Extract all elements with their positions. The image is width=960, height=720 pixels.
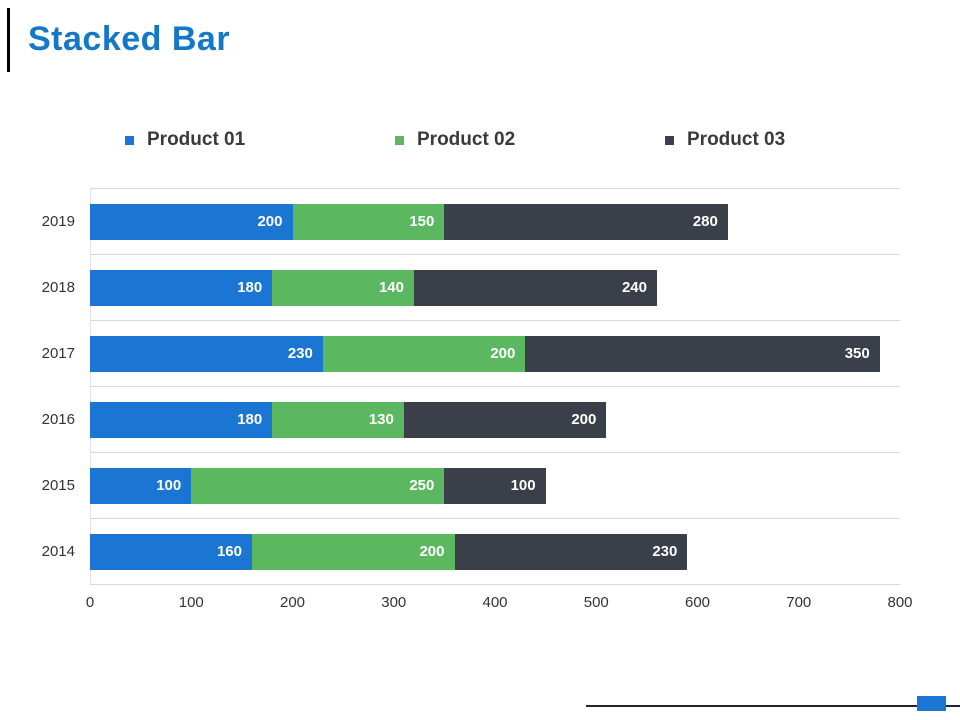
category-label: 2018: [41, 278, 75, 296]
bar-value-label: 200: [419, 543, 445, 560]
stacked-bar: 230 200 350: [90, 335, 880, 372]
stacked-bar: 200 150 280: [90, 203, 728, 240]
title-accent-bar: [7, 8, 10, 72]
bar-value-label: 200: [257, 213, 283, 230]
bar-segment-product-01: 200: [90, 203, 293, 240]
bar-segment-product-01: 100: [90, 467, 192, 504]
legend-marker-icon: [125, 135, 134, 145]
bar-segment-product-03: 280: [444, 203, 728, 240]
stacked-bar: 180 140 240: [90, 269, 657, 306]
bar-value-label: 250: [409, 477, 435, 494]
category-label: 2015: [41, 476, 75, 494]
stacked-bar: 160 200 230: [90, 533, 688, 570]
chart-row: 2018 180 140 240: [0, 254, 900, 320]
legend-label: Product 03: [687, 129, 786, 150]
bar-value-label: 230: [652, 543, 678, 560]
legend-marker-icon: [665, 135, 674, 145]
row-plot: 100 250 100: [90, 452, 900, 518]
bar-value-label: 130: [368, 411, 394, 428]
bar-segment-product-02: 200: [322, 335, 526, 372]
footer-line: [586, 705, 960, 707]
legend-item: Product 02: [360, 126, 630, 154]
bar-segment-product-02: 150: [292, 203, 445, 240]
bar-value-label: 150: [409, 213, 435, 230]
bar-segment-product-03: 230: [454, 533, 688, 570]
bar-value-label: 180: [237, 411, 263, 428]
bar-segment-product-03: 100: [444, 467, 546, 504]
bar-value-label: 180: [237, 279, 263, 296]
bar-segment-product-03: 350: [525, 335, 880, 372]
chart-row: 2019 200 150 280: [0, 188, 900, 254]
legend-label: Product 01: [147, 129, 246, 150]
axis-tick-label: 800: [887, 594, 913, 611]
legend-item: Product 03: [630, 126, 900, 154]
footer-accent-square: [917, 696, 946, 711]
bar-value-label: 240: [621, 279, 647, 296]
bar-value-label: 350: [844, 345, 870, 362]
stacked-bar: 100 250 100: [90, 467, 546, 504]
axis-tick-label: 600: [684, 594, 711, 611]
chart-row: 2016 180 130 200: [0, 386, 900, 452]
row-plot: 180 140 240: [90, 254, 900, 320]
axis-tick-label: 0: [85, 594, 95, 611]
category-label: 2016: [41, 410, 75, 428]
bar-value-label: 100: [156, 477, 182, 494]
bar-value-label: 100: [510, 477, 536, 494]
bar-segment-product-01: 180: [90, 401, 273, 438]
page-title: Stacked Bar: [28, 20, 231, 58]
axis-tick-label: 500: [583, 594, 609, 611]
bar-segment-product-02: 250: [191, 467, 445, 504]
bar-segment-product-01: 180: [90, 269, 273, 306]
bar-value-label: 160: [216, 543, 242, 560]
bar-value-label: 140: [378, 279, 404, 296]
legend-marker-icon: [395, 135, 404, 145]
row-plot: 180 130 200: [90, 386, 900, 452]
legend-label: Product 02: [417, 129, 516, 150]
bar-segment-product-01: 160: [90, 533, 252, 570]
bar-segment-product-01: 230: [90, 335, 323, 372]
bar-value-label: 200: [490, 345, 516, 362]
axis-tick-label: 100: [178, 594, 204, 611]
chart-row: 2017 230 200 350: [0, 320, 900, 386]
legend: Product 01 Product 02 Product 03: [90, 126, 900, 154]
axis-tick-label: 400: [482, 594, 508, 611]
bar-segment-product-02: 140: [272, 269, 414, 306]
bar-segment-product-02: 200: [252, 533, 455, 570]
row-plot: 200 150 280: [90, 188, 900, 254]
chart-rows: 2019 200 150 280 2018 180 140 240 2017 230 200 350 2…: [0, 188, 900, 584]
category-label: 2017: [41, 344, 75, 362]
legend-item: Product 01: [90, 126, 360, 154]
bar-segment-product-03: 240: [414, 269, 657, 306]
row-plot: 160 200 230: [90, 518, 900, 584]
axis-tick-label: 700: [786, 594, 812, 611]
category-label: 2019: [41, 212, 75, 230]
category-label: 2014: [41, 542, 75, 560]
bar-value-label: 280: [692, 213, 718, 230]
chart-bottom-gridline: [90, 584, 900, 585]
bar-segment-product-02: 130: [272, 401, 404, 438]
stacked-bar-chart: 2019 200 150 280 2018 180 140 240 2017 230 200 350 2…: [0, 188, 913, 616]
row-plot: 230 200 350: [90, 320, 900, 386]
chart-row: 2015 100 250 100: [0, 452, 900, 518]
x-axis: 0 100 200 300 400 500 600 700 800: [86, 594, 913, 616]
chart-row: 2014 160 200 230: [0, 518, 900, 584]
bar-segment-product-03: 200: [403, 401, 607, 438]
bar-value-label: 200: [571, 411, 597, 428]
axis-tick-label: 300: [381, 594, 407, 611]
stacked-bar: 180 130 200: [90, 401, 607, 438]
bar-value-label: 230: [287, 345, 313, 362]
axis-tick-label: 200: [279, 594, 306, 611]
